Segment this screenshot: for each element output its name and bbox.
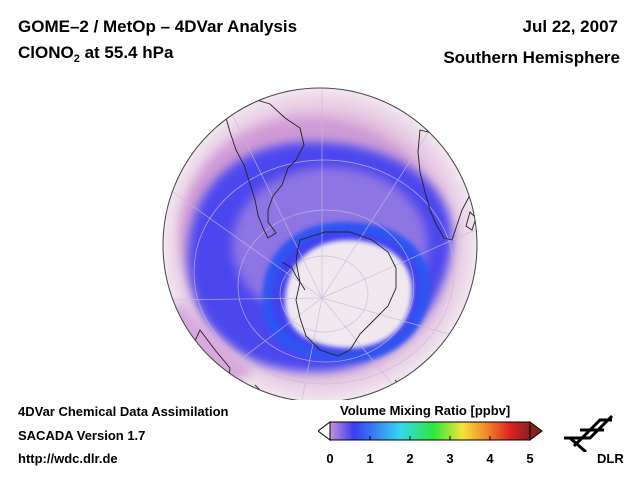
- colorbar-over-arrow: [529, 421, 543, 441]
- title-line1: GOME–2 / MetOp – 4DVar Analysis: [18, 17, 298, 36]
- hemisphere-label: Southern Hemisphere: [443, 48, 620, 67]
- colorbar-tick-label: 2: [406, 451, 414, 466]
- colorbar-tick-label: 5: [526, 451, 534, 466]
- species-level: at 55.4 hPa: [79, 43, 174, 62]
- footer-line1: 4DVar Chemical Data Assimilation: [18, 404, 229, 419]
- colorbar-tick-label: 3: [446, 451, 454, 466]
- graticule: [163, 90, 476, 400]
- colorbar-tickmarks: [329, 436, 531, 440]
- polar-vortex-core: [285, 240, 412, 348]
- species-label: ClONO2 at 55.4 hPa: [18, 43, 174, 65]
- species-name: ClONO: [18, 43, 74, 62]
- globe-outline: [162, 87, 478, 400]
- colorbar-tick-label: 1: [366, 451, 374, 466]
- dlr-logo-icon: [564, 414, 614, 452]
- colorbar: [318, 421, 543, 441]
- colorbar-tick-label: 0: [326, 451, 334, 466]
- colorbar-under-arrow: [318, 421, 331, 441]
- hemisphere-map: [162, 87, 478, 400]
- analysis-date: Jul 22, 2007: [522, 17, 618, 36]
- dlr-logo-text: DLR: [597, 451, 624, 466]
- globe-field: [163, 88, 477, 400]
- species-subscript: 2: [73, 53, 80, 65]
- colorbar-gradient: [329, 421, 531, 441]
- footer-line2: SACADA Version 1.7: [18, 428, 146, 443]
- footer-url-link[interactable]: http://wdc.dlr.de: [18, 451, 118, 466]
- colorbar-tick-label: 4: [486, 451, 494, 466]
- colorbar-title: Volume Mixing Ratio [ppbv]: [340, 403, 511, 418]
